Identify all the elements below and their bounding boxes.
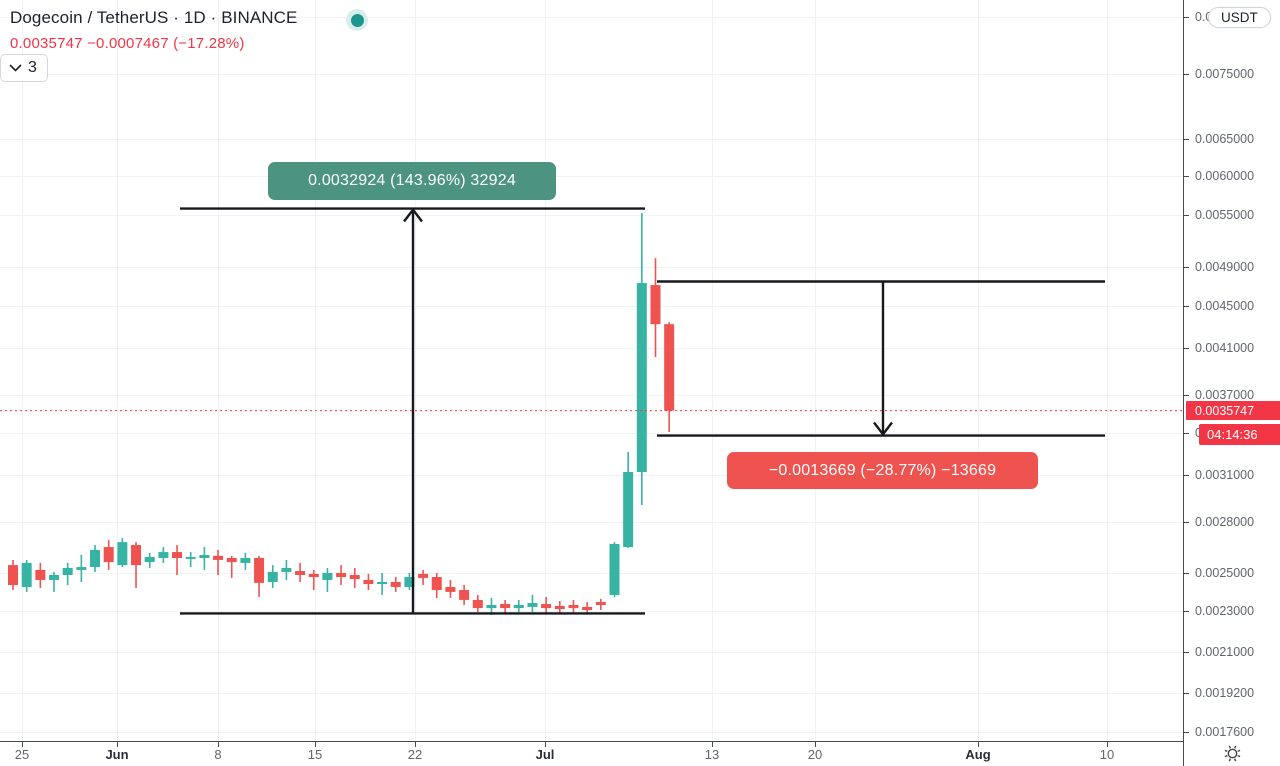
measure-label-up[interactable]: 0.0032924 (143.96%) 32924 <box>268 162 556 200</box>
price-tick-label: 0.0019200 <box>1195 685 1255 700</box>
price-tick-label: 0.0075000 <box>1195 67 1255 82</box>
price-tick-mark <box>1184 139 1189 140</box>
price-tick-mark <box>1184 267 1189 268</box>
price-tick-mark <box>1184 17 1189 18</box>
price-tick-label: 0.0055000 <box>1195 208 1255 223</box>
price-axis[interactable]: 0.00850000.00750000.00650000.00600000.00… <box>1183 0 1280 741</box>
price-tick-mark <box>1184 215 1189 216</box>
measure-down-text: −0.0013669 (−28.77%) −13669 <box>768 461 997 479</box>
time-tick-label: Aug <box>965 747 991 762</box>
time-tick-mark <box>117 742 118 747</box>
price-tick-label: 0.0031000 <box>1195 468 1255 483</box>
price-tick-label: 0.0049000 <box>1195 260 1255 275</box>
bar-countdown-label: 04:14:36 <box>1199 423 1280 445</box>
price-tick-mark <box>1184 475 1189 476</box>
price-tick-label: 0.0023000 <box>1195 603 1255 618</box>
time-tick-mark <box>1107 742 1108 747</box>
price-tick-mark <box>1184 522 1189 523</box>
measure-lines-up <box>180 207 645 615</box>
symbol-title[interactable]: Dogecoin / TetherUS · 1D · BINANCE <box>10 8 298 27</box>
measure-lines-down <box>657 280 1105 437</box>
indicator-count: 3 <box>28 59 37 76</box>
time-tick-label: Jun <box>105 747 129 762</box>
time-tick-mark <box>978 742 979 747</box>
symbol-quote-values: 0.0035747 −0.0007467 (−17.28%) <box>10 35 245 52</box>
chevron-down-icon <box>9 64 22 72</box>
time-tick-mark <box>712 742 713 747</box>
price-tick-label: 0.0060000 <box>1195 168 1255 183</box>
market-status-dot-icon[interactable] <box>346 9 368 31</box>
price-tick-mark <box>1184 306 1189 307</box>
candles <box>8 213 675 616</box>
time-tick-mark <box>218 742 219 747</box>
price-tick-label: 0.0037000 <box>1195 388 1255 402</box>
time-tick-mark <box>315 742 316 747</box>
time-tick-label: 15 <box>307 747 323 762</box>
price-tick-label: 0.0041000 <box>1195 341 1255 356</box>
candlestick-chart[interactable] <box>0 0 1183 741</box>
price-tick-mark <box>1184 348 1189 349</box>
time-tick-label: 10 <box>1099 747 1115 762</box>
time-tick-mark <box>415 742 416 747</box>
price-tick-mark <box>1184 652 1189 653</box>
price-tick-mark <box>1184 611 1189 612</box>
price-tick-label: 0.0017600 <box>1195 725 1255 740</box>
price-tick-mark <box>1184 573 1189 574</box>
chart-legend: Dogecoin / TetherUS · 1D · BINANCE 0.003… <box>10 8 297 52</box>
price-tick-label: 0.0065000 <box>1195 132 1255 147</box>
time-tick-label: 13 <box>704 747 720 762</box>
gear-icon[interactable] <box>1223 744 1242 763</box>
time-tick-label: 22 <box>407 747 423 762</box>
price-tick-mark <box>1184 74 1189 75</box>
price-tick-mark <box>1184 433 1189 434</box>
axis-settings-corner <box>1183 741 1280 766</box>
indicators-collapse-button[interactable]: 3 <box>0 54 48 82</box>
time-tick-label: Jul <box>535 747 555 762</box>
time-axis[interactable]: 25 Jun 8 15 22 Jul 13 20 Aug 10 <box>0 741 1280 766</box>
time-tick-mark <box>545 742 546 747</box>
time-tick-label: 8 <box>214 747 222 762</box>
currency-toggle-button[interactable]: USDT <box>1208 7 1271 28</box>
time-tick-mark <box>22 742 23 747</box>
price-tick-label: 0.0025000 <box>1195 566 1255 580</box>
price-tick-mark <box>1184 176 1189 177</box>
price-tick-label: 0.0045000 <box>1195 299 1255 314</box>
price-tick-mark <box>1184 693 1189 694</box>
time-tick-label: 25 <box>14 747 30 762</box>
current-price-text: 0.0035747 <box>1195 403 1255 418</box>
countdown-text: 04:14:36 <box>1207 426 1258 442</box>
time-tick-mark <box>815 742 816 747</box>
price-tick-mark <box>1184 395 1189 396</box>
price-tick-mark <box>1184 732 1189 733</box>
time-tick-label: 20 <box>807 747 823 762</box>
measure-label-down[interactable]: −0.0013669 (−28.77%) −13669 <box>727 452 1038 489</box>
grid <box>0 0 1183 741</box>
price-tick-label: 0.0021000 <box>1195 645 1255 660</box>
measure-up-text: 0.0032924 (143.96%) 32924 <box>308 172 516 189</box>
current-price-label: 0.0035747 <box>1186 401 1280 421</box>
price-tick-label: 0.0028000 <box>1195 514 1255 529</box>
